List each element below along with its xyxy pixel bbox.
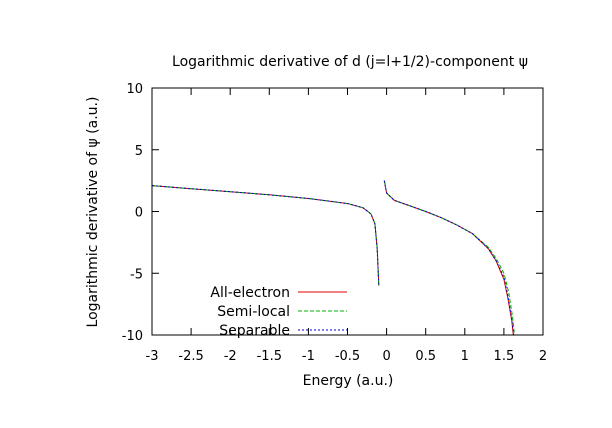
- x-tick-label: -1: [302, 349, 315, 364]
- series-line-semi-local: [383, 180, 515, 336]
- x-tick-label: 2: [539, 349, 547, 364]
- x-tick-label: 0: [382, 349, 390, 364]
- y-axis-title: Logarithmic derivative of ψ (a.u.): [85, 97, 101, 328]
- x-tick-label: -1.5: [257, 349, 282, 364]
- y-tick-label: 5: [135, 144, 143, 159]
- plot-frame: [151, 87, 544, 336]
- y-tick-label: 10: [126, 82, 143, 97]
- x-tick-label: -2.5: [178, 349, 203, 364]
- y-tick-label: -10: [122, 329, 143, 344]
- y-tick-label: -5: [130, 267, 143, 282]
- x-axis-title: Energy (a.u.): [303, 373, 394, 389]
- series-line-semi-local: [151, 185, 380, 286]
- x-tick-label: -0.5: [335, 349, 360, 364]
- x-tick-label: 1.5: [494, 349, 515, 364]
- x-tick-label: -2: [224, 349, 237, 364]
- series-layer: [151, 180, 515, 336]
- series-line-separable: [151, 185, 380, 286]
- legend-label: Semi-local: [217, 304, 290, 320]
- series-line-separable: [383, 180, 515, 336]
- x-tick-label: 1: [461, 349, 469, 364]
- y-tick-label: 0: [135, 206, 143, 221]
- chart-title: Logarithmic derivative of d (j=l+1/2)-co…: [172, 54, 528, 70]
- ticks-layer: -3 -2.5 -2 -1.5 -1 -0.5 0 0.5 1 1.5 2 -10 -5 0 5 10: [122, 82, 547, 364]
- series-line-all-electron: [151, 185, 380, 286]
- legend-label: All-electron: [210, 285, 290, 301]
- x-tick-label: 0.5: [415, 349, 436, 364]
- x-tick-label: -3: [146, 349, 159, 364]
- legend-label: Separable: [219, 323, 290, 339]
- legend: All-electron Semi-local Separable: [210, 285, 347, 339]
